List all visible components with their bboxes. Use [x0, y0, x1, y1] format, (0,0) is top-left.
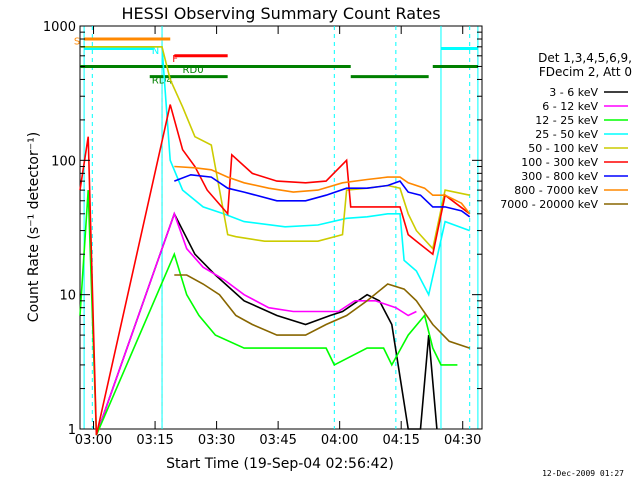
x-tick-label: 04:15 [382, 433, 419, 448]
series-group [79, 46, 471, 436]
series-line [174, 274, 470, 349]
legend-header-line-1: Det 1,3,4,5,6,9, [538, 51, 632, 65]
series-line [80, 46, 470, 298]
legend-label: 7000 - 20000 keV [500, 198, 598, 211]
chart-title: HESSI Observing Summary Count Rates [121, 4, 440, 23]
series-line [80, 46, 470, 251]
series-line [79, 190, 458, 436]
legend: Det 1,3,4,5,6,9, FDecim 2, Att 0 3 - 6 k… [500, 51, 632, 211]
y-tick-label: 1000 [43, 20, 76, 35]
attenuator-label: F [172, 54, 178, 65]
generation-timestamp: 12-Dec-2009 01:27 [542, 469, 624, 478]
x-tick-label: 04:30 [444, 433, 481, 448]
legend-label: 12 - 25 keV [535, 114, 598, 127]
legend-label: 300 - 800 keV [521, 170, 598, 183]
series-line [95, 211, 438, 436]
x-tick-label: 03:00 [75, 433, 112, 448]
y-axis-ticks: 1 10 100 1000 [43, 20, 482, 438]
legend-label: 50 - 100 keV [528, 142, 598, 155]
x-tick-label: 03:15 [136, 433, 173, 448]
attenuator-label: S [74, 36, 80, 47]
series-line [174, 173, 471, 218]
overlay-lines: S N F RD0 RD4 [74, 26, 479, 429]
attenuator-label: RD0 [183, 65, 204, 76]
legend-label: 800 - 7000 keV [514, 184, 598, 197]
legend-label: 3 - 6 keV [549, 86, 598, 99]
plot-frame [79, 25, 483, 430]
attenuator-label: RD4 [152, 75, 173, 86]
x-tick-label: 03:30 [198, 433, 235, 448]
legend-header-line-2: FDecim 2, Att 0 [539, 65, 632, 79]
x-tick-label: 04:00 [321, 433, 358, 448]
y-axis-label: Count Rate (s⁻¹ detector⁻¹) [26, 132, 42, 322]
series-line [79, 104, 471, 436]
x-tick-label: 03:45 [259, 433, 296, 448]
x-axis-ticks: 03:00 03:15 03:30 03:45 04:00 04:15 04:30 [75, 26, 481, 448]
legend-label: 6 - 12 keV [542, 100, 598, 113]
attenuator-label: N [152, 46, 159, 57]
y-tick-label: 100 [51, 154, 76, 169]
y-tick-label: 1 [68, 423, 76, 438]
y-tick-label: 10 [59, 289, 76, 304]
series-line [174, 165, 471, 215]
legend-label: 25 - 50 keV [535, 128, 598, 141]
series-line [95, 211, 417, 436]
x-axis-label: Start Time (19-Sep-04 02:56:42) [166, 456, 394, 472]
legend-label: 100 - 300 keV [521, 156, 598, 169]
